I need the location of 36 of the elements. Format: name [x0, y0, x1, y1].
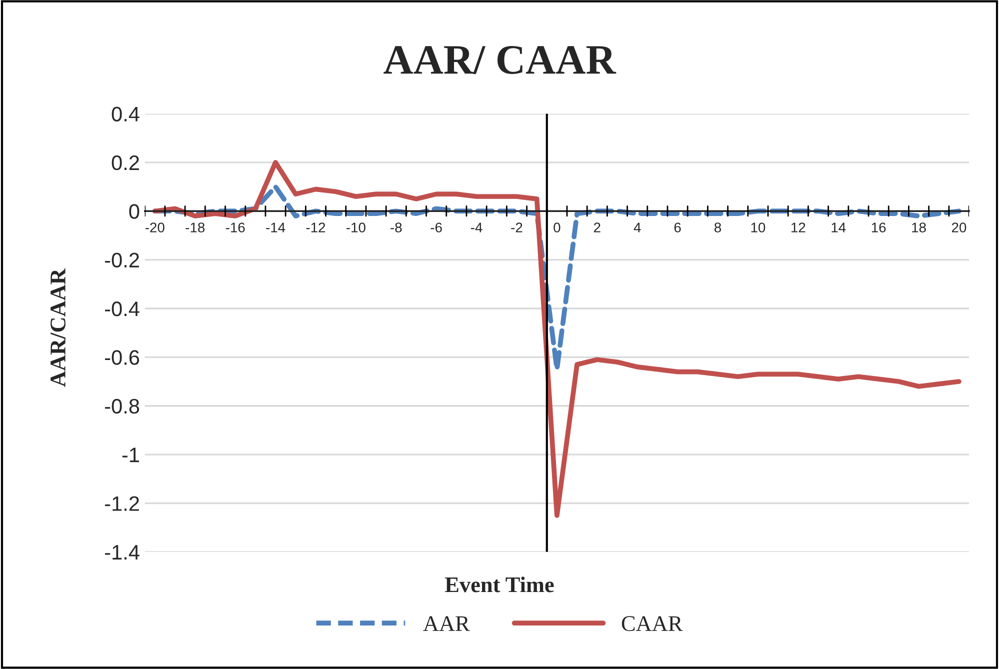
x-tick-label: 0 [554, 222, 560, 232]
legend-label: CAAR [622, 616, 683, 632]
x-tick-label: 12 [792, 222, 806, 232]
x-tick-label: 2 [594, 222, 600, 232]
y-tick-label: -1.2 [105, 496, 139, 511]
x-tick-label: 18 [912, 222, 926, 232]
y-tick-label: -0.4 [105, 301, 140, 316]
y-tick-label: -0.6 [105, 350, 140, 365]
y-tick-label: 0.4 [112, 106, 140, 122]
legend-label: AAR [423, 616, 470, 631]
x-tick-label: 20 [952, 222, 966, 232]
y-tick-label: -1 [122, 448, 139, 462]
x-tick-label: -18 [186, 222, 205, 232]
x-tick-label: 6 [674, 222, 681, 232]
chart-title: AAR/ CAAR [384, 46, 616, 74]
x-tick-label: -16 [226, 222, 245, 232]
x-tick-label: -14 [266, 222, 286, 232]
y-tick-label: -1.4 [105, 545, 140, 560]
x-tick-label: -12 [306, 222, 326, 232]
x-tick-label: 16 [872, 222, 886, 232]
x-tick-label: 10 [751, 222, 766, 232]
y-axis-title: AAR/CAAR [50, 268, 66, 387]
x-tick-label: -4 [470, 222, 482, 232]
y-tick-label: -0.2 [105, 252, 139, 268]
x-tick-label: 4 [634, 222, 641, 232]
x-axis-title: Event Time [445, 576, 554, 592]
x-tick-label: -6 [430, 222, 442, 232]
y-tick-label: -0.8 [105, 398, 140, 414]
x-tick-label: -10 [346, 222, 366, 232]
x-tick-label: -2 [511, 222, 522, 232]
x-tick-label: -20 [145, 222, 164, 232]
y-tick-label: 0.2 [112, 155, 139, 170]
x-tick-label: 8 [714, 222, 722, 232]
x-tick-label: -8 [390, 222, 402, 232]
y-tick-label: 0 [129, 204, 140, 219]
x-tick-label: 14 [832, 222, 846, 232]
